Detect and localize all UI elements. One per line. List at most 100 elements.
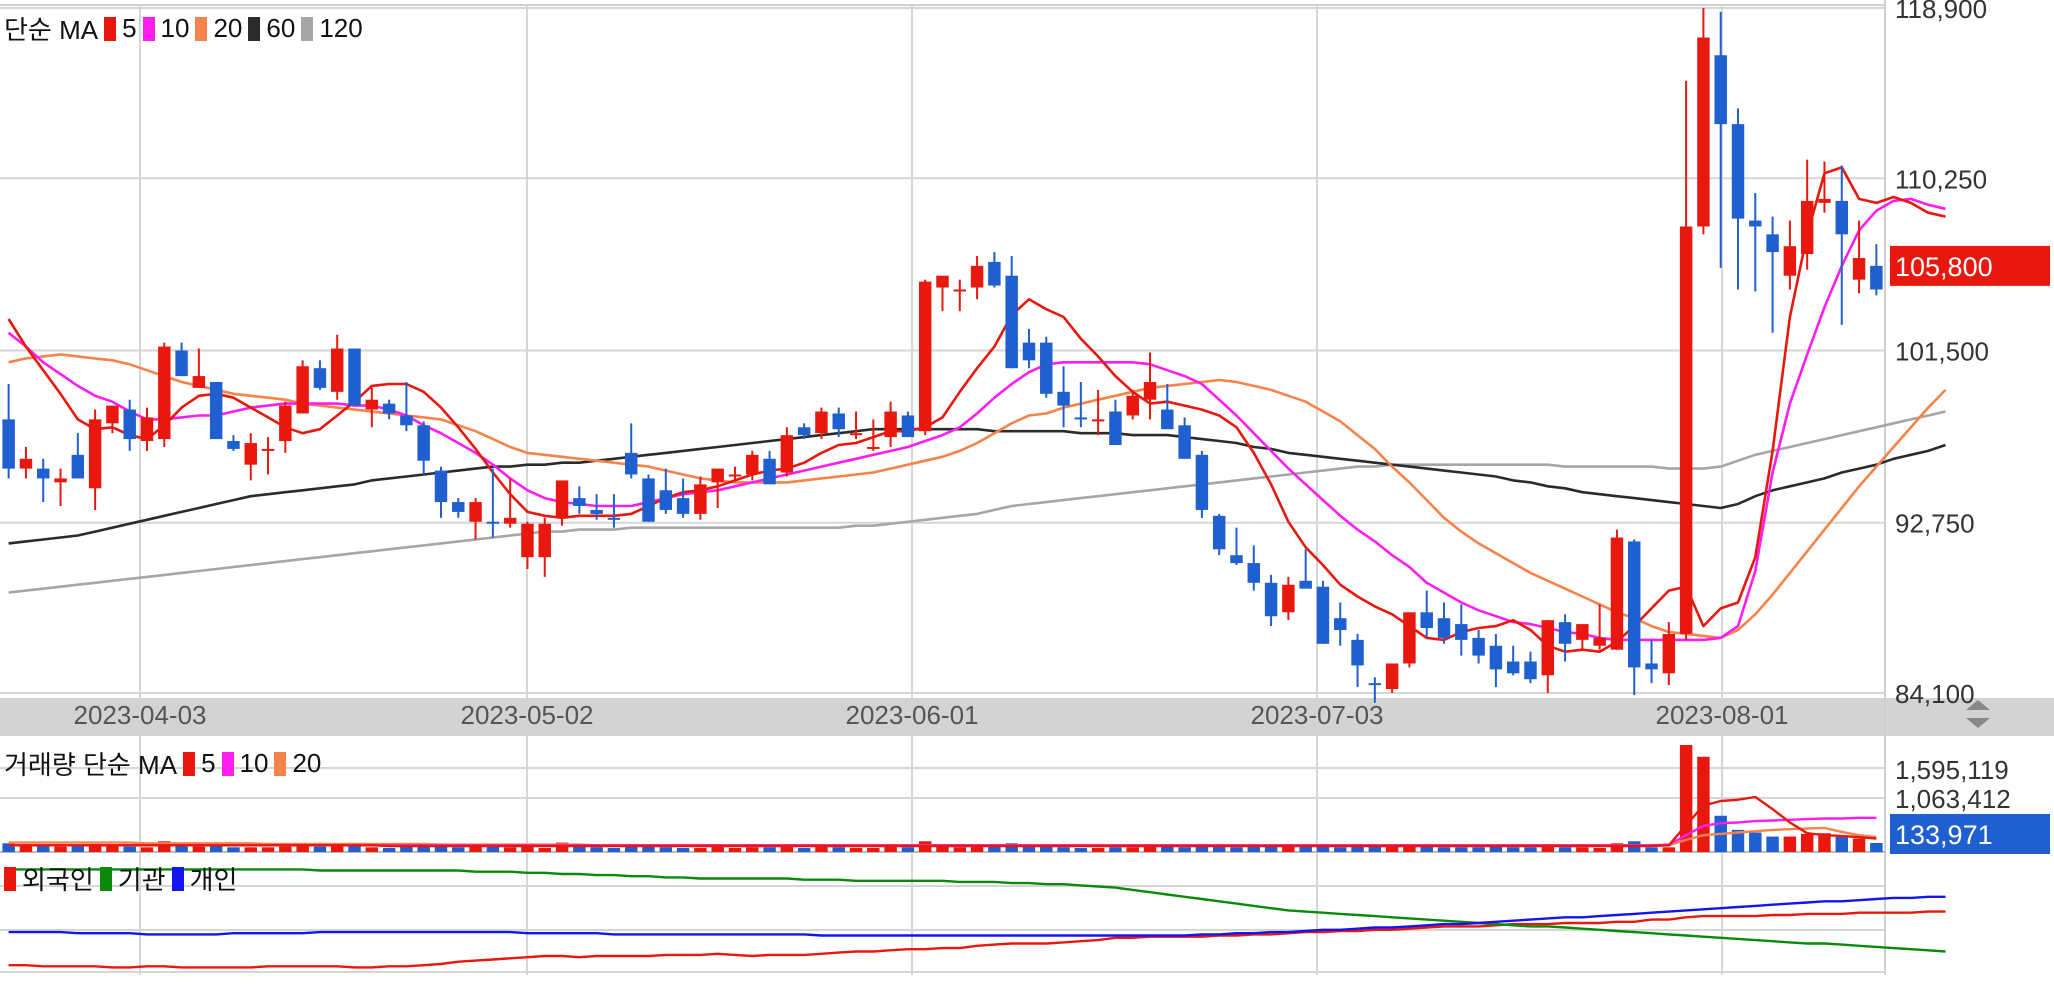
volume-bar [624,843,638,852]
candle-body [140,417,154,442]
candle-body [486,521,500,524]
candle-body [1697,37,1710,227]
candle-body [590,509,603,514]
volume-bar [867,847,880,852]
candle-body [2,419,15,469]
candle-body [192,376,206,388]
candle-body [1299,580,1312,589]
investor-legend: 외국인 기관 개인 [4,860,243,897]
volume-bar [538,847,551,852]
volume-bar [417,846,430,852]
individual-line [8,895,1946,937]
candle-body [227,441,240,449]
candle-body [1662,633,1676,674]
volume-bar [1005,843,1018,852]
volume-bar [1022,846,1036,852]
candle-body [1230,555,1243,564]
investor-legend-label: 외국인 [22,865,94,895]
volume-tick-label: 1,063,412 [1895,784,2011,814]
price-legend-title: 단순 MA [4,15,99,45]
candle-body [1282,584,1295,613]
volume-bar [279,846,292,852]
volume-bar [849,847,863,852]
current-price-tag [1890,245,2050,286]
volume-bar [469,846,482,852]
investor-legend-swatch [99,866,112,891]
candle-body [1506,661,1520,674]
candle-body [780,435,794,473]
volume-bar [1749,832,1762,852]
volume-bar [1385,846,1399,852]
date-tick-label: 2023-04-03 [74,700,207,730]
candle-body [555,480,569,518]
volume-bar [1368,844,1382,852]
candle-body [1403,612,1416,664]
price-tick-label: 110,250 [1895,164,1987,194]
price-ma-legend-item: 120 [301,13,363,44]
volume-bar [1351,845,1364,852]
volume-ma-legend-label: 20 [292,748,322,778]
candle-body [158,346,171,440]
volume-bar [1506,847,1520,852]
candle-body [1212,515,1226,550]
price-ma-legend-label: 120 [319,13,363,43]
price-ma-legend-item: 5 [104,13,137,44]
volume-bar [54,846,67,852]
candle-body [382,403,396,414]
volume-bar [1645,847,1658,852]
candle-body [797,427,811,436]
volume-bar [452,847,465,852]
price-ma-legend-item: 60 [248,13,295,44]
volume-bar [1783,836,1797,852]
investor-legend-label: 개인 [189,865,238,895]
candle-body [37,468,50,479]
volume-bar [382,847,396,852]
volume-bar [1524,847,1537,852]
volume-bar [1230,847,1243,852]
volume-bar [884,846,897,852]
volume-bar [1679,745,1693,852]
candle-body [832,413,845,430]
ma60-line [8,427,1946,545]
candle-body [261,448,275,451]
candle-body [1091,419,1105,422]
investor-legend-label: 기관 [117,865,166,895]
candle-body [1558,622,1572,644]
volume-bar [434,845,448,852]
volume-bar [1143,845,1157,852]
volume-bar [521,846,534,852]
price-ma-legend-label: 5 [122,13,137,43]
candle-body [1178,425,1191,459]
candle-body [503,517,517,524]
volume-bar [71,845,85,852]
candle-body [988,261,1001,286]
volume-bar [158,841,171,852]
candle-body [469,502,482,522]
volume-bar [1334,847,1347,852]
candle-body [1645,663,1658,670]
volume-bar [1212,845,1226,852]
candle-body [1057,391,1070,406]
volume-bar [970,844,984,852]
candle-body [1143,381,1157,400]
volume-bar [244,847,257,852]
volume-bar [1178,847,1191,852]
candle-body [1264,582,1278,617]
candle-body [1161,409,1174,430]
candle-body [1576,624,1589,640]
candle-body [1005,275,1018,369]
volume-bar [88,843,102,852]
volume-bar [607,847,621,852]
volume-tick-label: 1,595,119 [1895,755,2009,785]
candle-body [624,452,638,475]
candle-body [676,498,690,514]
volume-bar [348,845,361,852]
candle-body [54,478,67,483]
candle-body [1074,417,1088,420]
date-axis-band [0,698,2054,736]
investor-legend-item: 개인 [171,860,238,897]
candle-body [901,415,915,438]
candle-body [1524,661,1537,680]
